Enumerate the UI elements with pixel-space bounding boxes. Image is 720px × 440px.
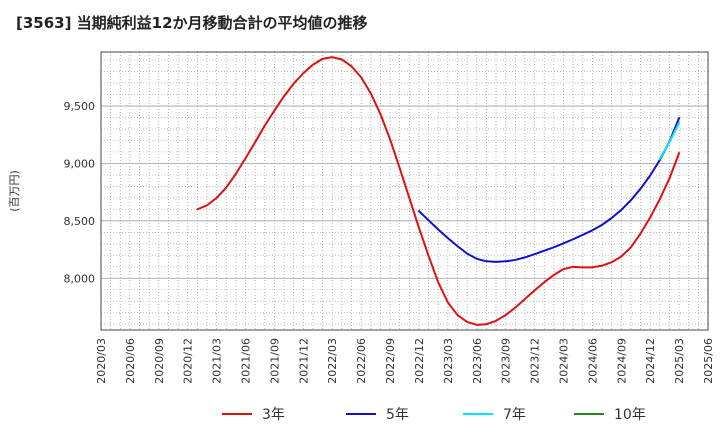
x-tick-label: 2022/03 — [326, 338, 339, 384]
series-line — [196, 56, 681, 326]
chart-title: [3563] 当期純利益12か月移動合計の平均値の推移 — [16, 14, 368, 32]
series-line — [658, 121, 681, 160]
x-tick-label: 2023/03 — [442, 338, 455, 384]
x-tick-label: 2022/06 — [355, 338, 368, 384]
y-axis-label: (百万円) — [8, 170, 21, 212]
y-tick-label: 8,500 — [64, 215, 96, 228]
x-tick-label: 2025/06 — [702, 338, 715, 384]
x-tick-label: 2021/09 — [268, 338, 281, 384]
y-tick-label: 9,000 — [64, 157, 96, 170]
x-tick-label: 2024/03 — [557, 338, 570, 384]
x-tick-label: 2021/12 — [297, 338, 310, 384]
x-tick-label: 2022/12 — [413, 338, 426, 384]
x-tick-label: 2024/09 — [615, 338, 628, 384]
x-tick-label: 2021/06 — [240, 338, 253, 384]
plot-area — [101, 52, 708, 330]
x-tick-label: 2024/06 — [586, 338, 599, 384]
x-tick-label: 2022/09 — [384, 338, 397, 384]
legend-label: 3年 — [262, 407, 285, 423]
x-tick-label: 2020/09 — [153, 338, 166, 384]
x-tick-label: 2020/12 — [182, 338, 195, 384]
x-tick-label: 2023/09 — [500, 338, 513, 384]
x-tick-label: 2023/12 — [529, 338, 542, 384]
legend-label: 5年 — [386, 407, 409, 423]
y-tick-label: 8,000 — [64, 272, 96, 285]
x-tick-label: 2020/06 — [124, 338, 137, 384]
y-tick-label: 9,500 — [64, 100, 96, 113]
x-tick-label: 2021/03 — [211, 338, 224, 384]
plot-frame — [100, 51, 709, 331]
legend-label: 10年 — [614, 407, 646, 423]
legend-label: 7年 — [503, 407, 526, 423]
x-tick-label: 2025/03 — [673, 338, 686, 384]
x-tick-label: 2023/06 — [471, 338, 484, 384]
series-line — [417, 117, 681, 263]
x-tick-label: 2024/12 — [644, 338, 657, 384]
x-tick-label: 2020/03 — [95, 338, 108, 384]
